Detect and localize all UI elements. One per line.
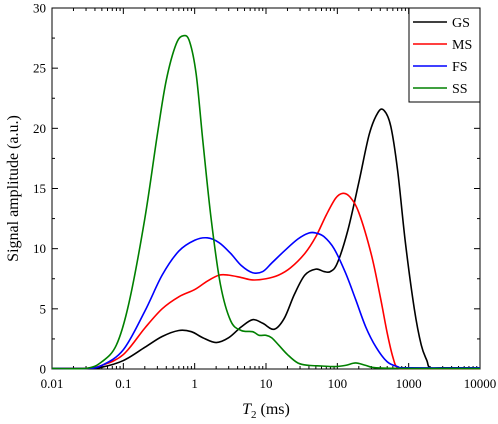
y-axis-title: Signal amplitude (a.u.) [5,115,22,262]
y-axis-ticks: 0 5 10 15 20 25 30 [33,1,480,377]
x-axis-title-variable: T [242,401,252,418]
y-tick-label: 15 [33,181,46,196]
series-line-fs [51,231,481,370]
series-lines [51,34,481,370]
x-axis-title-unit: (ms) [257,401,290,418]
series-line-ms [51,192,481,370]
x-tick-label: 1000 [396,376,422,391]
series-line-gs [51,108,480,370]
x-tick-label: 100 [328,376,348,391]
y-tick-label: 25 [33,61,46,76]
legend-items: GS MS FS SS [413,16,472,97]
x-tick-label: 0.1 [115,376,131,391]
y-tick-label: 20 [33,121,46,136]
legend-label-ms: MS [452,38,472,53]
series-line-ss [51,34,481,370]
y-tick-label: 0 [40,362,47,377]
x-tick-label: 10000 [464,376,497,391]
x-tick-label: 0.01 [41,376,64,391]
x-axis-title-subscript: 2 [251,409,257,421]
y-tick-label: 30 [33,1,46,16]
legend: GS MS FS SS [408,7,481,103]
y-tick-label: 10 [33,241,46,256]
legend-label-ss: SS [452,82,468,97]
legend-label-fs: FS [452,60,468,75]
x-axis-title: T2 (ms) [242,401,290,421]
legend-box [408,7,481,103]
x-tick-label: 10 [260,376,273,391]
legend-label-gs: GS [452,16,470,31]
x-tick-label: 1 [191,376,198,391]
y-tick-label: 5 [40,301,47,316]
